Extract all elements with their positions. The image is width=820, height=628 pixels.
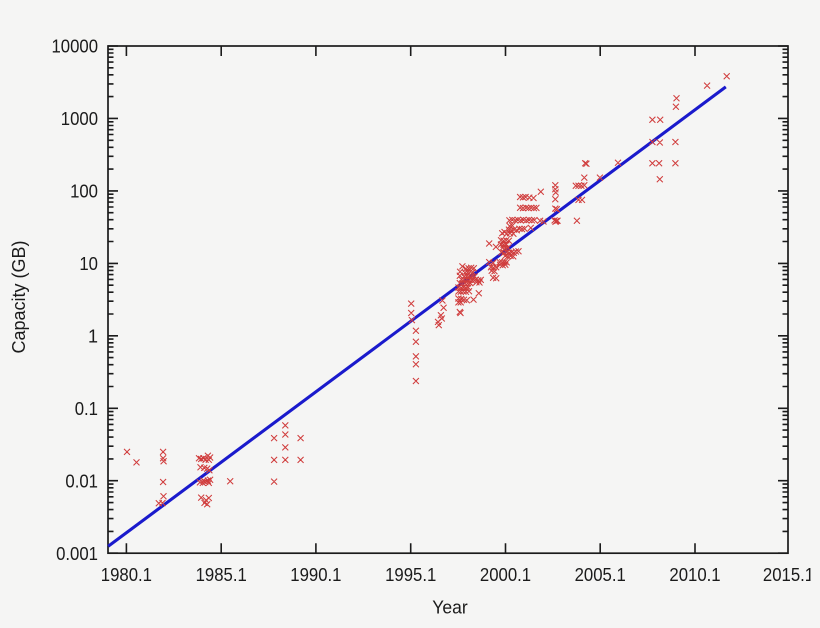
svg-text:10: 10 — [79, 254, 98, 274]
svg-text:1995.1: 1995.1 — [385, 565, 436, 585]
svg-text:100: 100 — [70, 182, 98, 202]
svg-text:0.01: 0.01 — [65, 471, 98, 491]
svg-text:0.1: 0.1 — [75, 399, 98, 419]
svg-text:Year: Year — [432, 598, 467, 618]
svg-text:2015.1: 2015.1 — [763, 565, 814, 585]
svg-text:2005.1: 2005.1 — [575, 565, 626, 585]
svg-text:2000.1: 2000.1 — [480, 565, 531, 585]
svg-text:Capacity (GB): Capacity (GB) — [9, 240, 29, 353]
svg-text:1: 1 — [88, 326, 98, 346]
svg-text:1980.1: 1980.1 — [101, 565, 152, 585]
svg-text:1985.1: 1985.1 — [196, 565, 247, 585]
svg-text:1000: 1000 — [61, 109, 98, 129]
svg-text:10000: 10000 — [52, 37, 99, 57]
svg-text:2010.1: 2010.1 — [669, 565, 720, 585]
svg-text:1990.1: 1990.1 — [290, 565, 341, 585]
svg-text:0.001: 0.001 — [56, 544, 98, 564]
